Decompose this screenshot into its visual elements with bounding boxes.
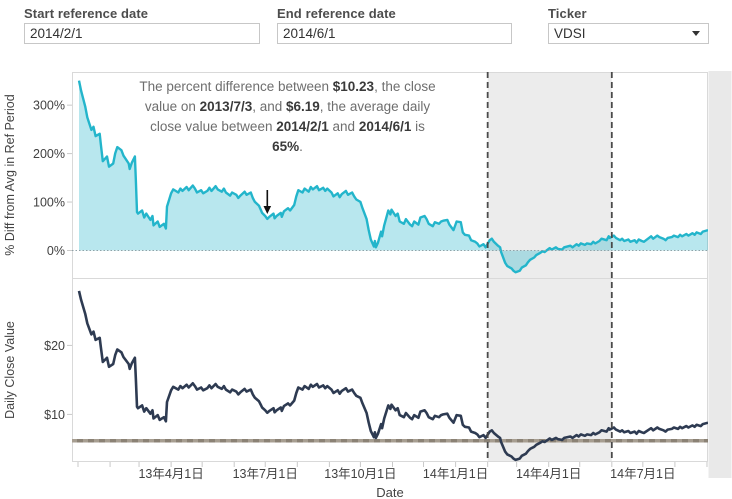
bottom-y-axis-title: Daily Close Value: [3, 321, 17, 419]
pct-diff-area-fill: [79, 80, 708, 273]
y-tick-label: 300%: [33, 99, 65, 113]
x-tick-label: 14年7月1日: [610, 467, 675, 481]
annotation-fragment: is: [411, 119, 425, 134]
axis-ticks: [67, 104, 708, 467]
pct-diff-line: [77, 80, 708, 274]
y-tick-label: 200%: [33, 147, 65, 161]
end-reference-date-label: End reference date: [277, 6, 396, 21]
ticker-field: Ticker VDSI: [548, 6, 709, 44]
ticker-dropdown[interactable]: VDSI: [548, 23, 709, 44]
annotation-value: 65%: [272, 139, 300, 154]
reference-band: [487, 72, 612, 462]
annotation-fragment: The percent difference between: [139, 79, 333, 94]
annotation-value: 2014/6/1: [358, 119, 412, 134]
reference-period-dashed-lines: [486, 72, 613, 462]
start-reference-date-field: Start reference date: [24, 6, 260, 44]
end-reference-date-field: End reference date: [277, 6, 512, 44]
annotation-value: 2014/2/1: [276, 119, 329, 134]
annotation-fragment: .: [299, 139, 303, 154]
annotation-arrow-icon: [263, 190, 272, 214]
y-tick-label: 100%: [33, 196, 65, 210]
y-tick-label: 0%: [47, 244, 65, 258]
annotation-fragment: , the close value on: [144, 79, 436, 114]
ticker-dropdown-value: VDSI: [554, 26, 586, 41]
annotation-fragment: , and: [252, 99, 286, 114]
annotation-value: $10.23: [332, 79, 375, 94]
start-reference-date-label: Start reference date: [24, 6, 149, 21]
y-tick-label: $20: [44, 339, 65, 353]
x-axis-title: Date: [376, 485, 403, 499]
annotation-value: $6.19: [286, 99, 320, 114]
x-tick-label: 14年1月1日: [423, 467, 488, 481]
annotation-fragment: , the average daily close value between: [150, 99, 431, 134]
x-tick-label: 13年7月1日: [233, 467, 298, 481]
x-tick-label: 14年4月1日: [516, 467, 581, 481]
top-y-axis-title: % Diff from Avg in Ref Period: [3, 94, 17, 255]
pct-diff-series: [77, 80, 708, 274]
annotation-text: The percent difference between $10.23, t…: [135, 77, 440, 157]
ticker-label: Ticker: [548, 6, 587, 21]
annotation-value: 2013/7/3: [199, 99, 253, 114]
daily-close-series: [77, 290, 708, 462]
plot-borders: [72, 72, 708, 462]
right-gutter-strip: [708, 71, 732, 478]
end-reference-date-input[interactable]: [277, 23, 512, 44]
x-tick-label: 13年10月1日: [324, 467, 396, 481]
axis-tick-labels: 0% 100% 200% 300% $10 $20 13年4月1日 13年7月1日 13年10月…: [33, 99, 675, 481]
annotation-fragment: and: [328, 119, 359, 134]
x-tick-label: 13年4月1日: [138, 467, 203, 481]
y-tick-label: $10: [44, 408, 65, 422]
chevron-down-icon: [692, 31, 700, 36]
start-reference-date-input[interactable]: [24, 23, 260, 44]
daily-close-line: [77, 290, 708, 462]
